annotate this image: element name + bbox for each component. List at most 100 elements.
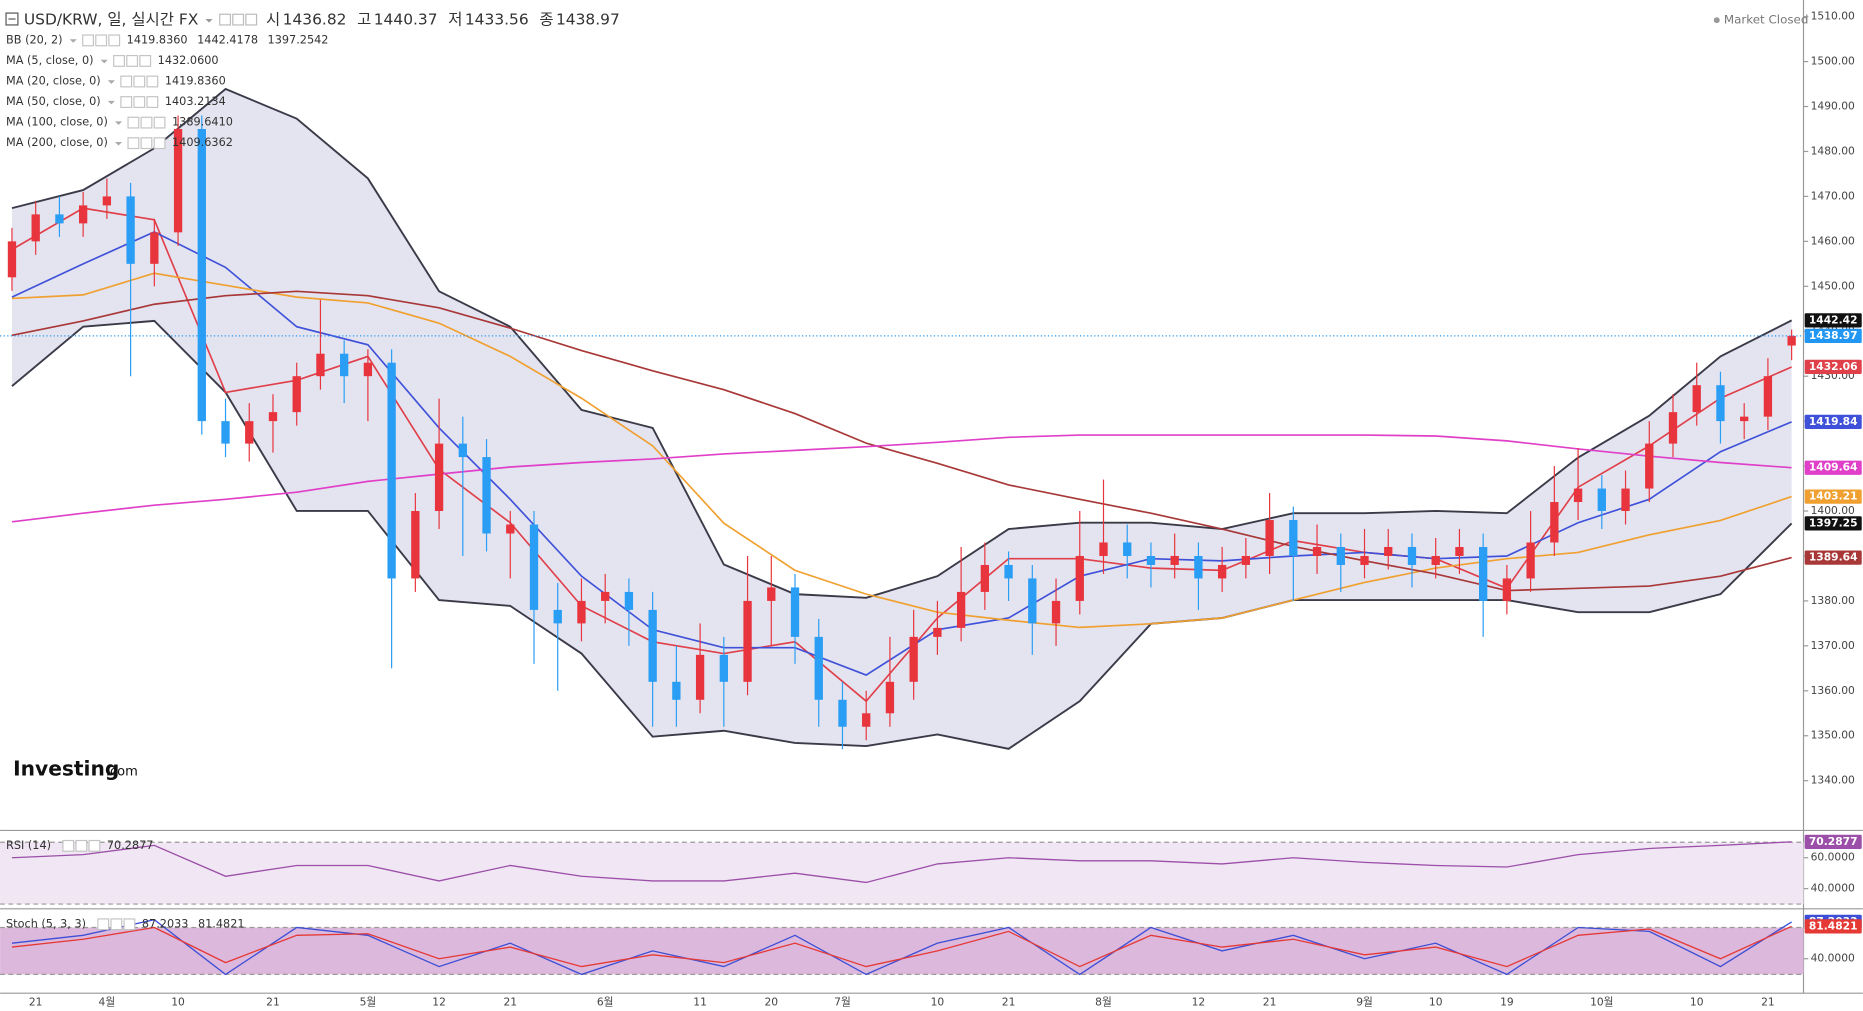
price-tag-bg — [1804, 489, 1862, 504]
candle-body — [1123, 542, 1132, 556]
legend-icon[interactable] — [82, 34, 95, 47]
watermark-brand: Investing — [13, 756, 119, 780]
ohlc-label: 종 — [539, 11, 553, 29]
legend-caret — [107, 80, 115, 84]
candle-body — [1407, 546, 1417, 565]
legend-icon[interactable] — [146, 96, 159, 108]
pane-title: Stoch (5, 3, 3) — [6, 917, 86, 930]
x-tick-label: 5월 — [360, 996, 377, 1009]
legend-icon[interactable] — [133, 96, 146, 108]
status-dot — [1713, 17, 1720, 24]
candle-body — [1787, 335, 1796, 346]
legend-value: 81.4821 — [198, 917, 245, 930]
candle-body — [672, 681, 681, 700]
price-tag: 1409.64 — [1809, 461, 1858, 474]
legend-value: 1419.8360 — [127, 33, 188, 46]
legend-icon[interactable] — [127, 116, 140, 129]
legend-caret — [114, 121, 123, 125]
price-tag-bg — [1804, 834, 1862, 849]
x-tick-label: 6월 — [597, 996, 614, 1009]
legend-icon[interactable] — [126, 55, 139, 67]
legend-icon[interactable] — [153, 116, 166, 129]
candle-body — [601, 591, 610, 601]
price-tag-bg — [1804, 359, 1862, 375]
candle-body — [719, 654, 728, 682]
price-tag: 1397.25 — [1809, 516, 1858, 529]
legend-value: 1397.2542 — [268, 33, 329, 46]
price-tag: 1419.84 — [1809, 415, 1858, 428]
candle-body — [1740, 416, 1749, 422]
candle-body — [1336, 546, 1345, 565]
legend-value: 1389.6410 — [172, 116, 233, 129]
legend-icon[interactable] — [110, 918, 123, 931]
legend-icon[interactable] — [140, 116, 153, 129]
collapse-icon[interactable] — [5, 12, 19, 26]
candle-body — [1265, 520, 1274, 556]
candle-body — [7, 241, 17, 278]
price-tag: 81.4821 — [1809, 919, 1858, 932]
y-tick-label: 1510.00 — [1811, 10, 1855, 23]
ma-line — [11, 230, 1792, 676]
candle-body — [814, 636, 823, 700]
legend-caret — [69, 39, 77, 43]
candle-body — [695, 654, 705, 700]
ohlc-value: 1433.56 — [465, 11, 529, 29]
legend-icon[interactable] — [153, 137, 166, 150]
candle-body — [31, 214, 40, 242]
ohlc-label: 고 — [357, 11, 371, 29]
legend-icon[interactable] — [127, 137, 140, 150]
legend-icon[interactable] — [108, 34, 121, 47]
legend-value: 70.2877 — [107, 839, 154, 852]
x-tick-label: 10 — [1690, 996, 1704, 1009]
legend-icon[interactable] — [120, 75, 133, 88]
settings-icon[interactable] — [219, 13, 232, 26]
y-tick-label: 1360.00 — [1811, 684, 1855, 697]
legend-icon[interactable] — [88, 839, 101, 852]
candle-body — [482, 457, 491, 534]
candle-body — [1668, 412, 1678, 444]
price-tag-bg — [1804, 919, 1862, 934]
candle-body — [1597, 488, 1606, 512]
legend-name: MA (100, close, 0) — [6, 116, 108, 129]
candle-body — [624, 591, 634, 610]
band — [0, 927, 1804, 975]
legend-icon[interactable] — [113, 55, 126, 67]
candle-body — [268, 412, 278, 422]
legend-icon[interactable] — [133, 75, 146, 88]
ma-line — [11, 207, 1792, 703]
x-tick-label: 19 — [1500, 996, 1514, 1009]
legend-icon[interactable] — [146, 75, 159, 88]
candle-body — [1360, 555, 1369, 565]
title-caret — [205, 19, 213, 23]
x-tick-label: 21 — [1761, 996, 1775, 1009]
settings-icon[interactable] — [245, 13, 258, 26]
legend-icon[interactable] — [62, 839, 75, 852]
ohlc-label: 저 — [448, 11, 462, 29]
legend-icon[interactable] — [75, 839, 88, 852]
market-status: Market Closed — [1724, 13, 1808, 27]
candle-body — [1645, 443, 1654, 489]
legend-icon[interactable] — [95, 34, 108, 47]
price-tag-bg — [1804, 328, 1862, 344]
candle-body — [1170, 555, 1179, 565]
legend-icon[interactable] — [123, 918, 136, 931]
candle-body — [577, 600, 586, 624]
settings-icon[interactable] — [232, 13, 245, 26]
legend-icon[interactable] — [139, 55, 152, 67]
candle-body — [292, 376, 301, 413]
legend-icon[interactable] — [97, 918, 110, 931]
legend-icon[interactable] — [120, 96, 133, 108]
watermark-suffix: .com — [106, 765, 138, 780]
legend-caret — [100, 59, 108, 64]
y-tick-label: 1380.00 — [1811, 594, 1855, 607]
candle-body — [553, 609, 562, 624]
candle-body — [1146, 555, 1156, 565]
candle-body — [1621, 488, 1630, 512]
legend-icon[interactable] — [140, 137, 153, 150]
x-tick-label: 10 — [1429, 996, 1443, 1009]
candle-body — [885, 681, 895, 714]
candle-body — [956, 591, 966, 628]
legend-caret — [107, 100, 115, 105]
candle-body — [1763, 376, 1773, 417]
